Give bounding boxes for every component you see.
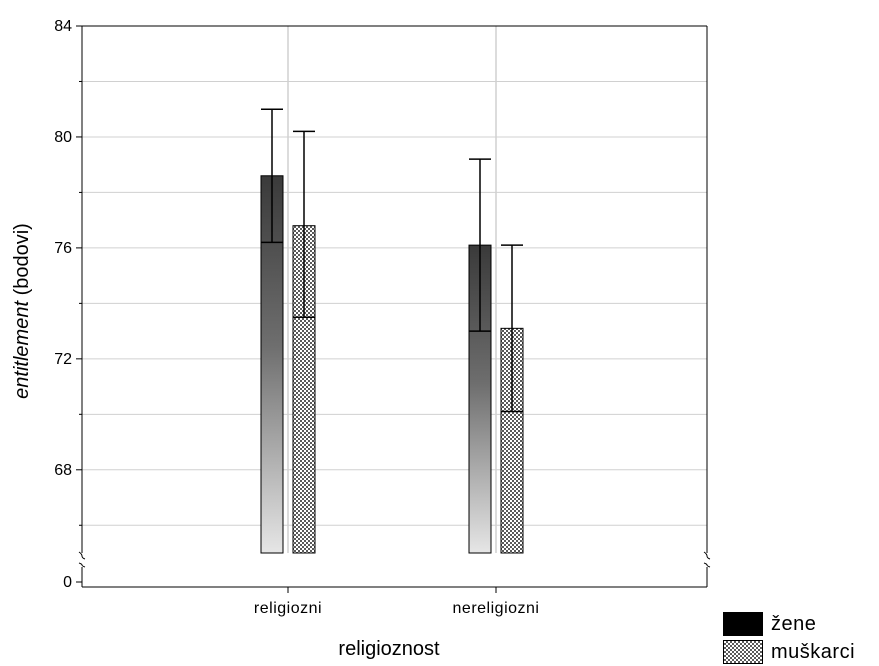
y-tick-label: 84 bbox=[54, 18, 72, 35]
legend: žene muškarci bbox=[723, 610, 855, 666]
legend-label-muskarci: muškarci bbox=[771, 640, 856, 663]
legend-swatch-muskarci bbox=[723, 640, 763, 664]
legend-item-muskarci: muškarci bbox=[723, 638, 855, 666]
y-axis-title-normal: (bodovi) bbox=[11, 223, 33, 301]
y-tick-label: 68 bbox=[54, 462, 72, 479]
y-tick-label: 76 bbox=[54, 240, 72, 257]
axis-break-mark bbox=[703, 551, 711, 560]
axis-break-mark bbox=[78, 551, 86, 560]
legend-swatch-zene bbox=[723, 612, 763, 636]
y-tick-label: 72 bbox=[54, 351, 72, 368]
y-tick-label: 80 bbox=[54, 129, 72, 146]
x-axis-title: religioznost bbox=[338, 638, 440, 660]
legend-item-zene: žene bbox=[723, 610, 855, 638]
bars bbox=[260, 175, 524, 554]
y-tick-label: 0 bbox=[63, 574, 72, 591]
error-bars bbox=[261, 108, 523, 413]
legend-label-zene: žene bbox=[771, 612, 817, 635]
axes bbox=[76, 25, 711, 593]
x-tick-label: nereligiozni bbox=[453, 600, 540, 617]
y-axis-title-italic: entitlement bbox=[11, 300, 33, 399]
x-tick-label: religiozni bbox=[254, 600, 322, 617]
axis-break-mark bbox=[703, 562, 711, 568]
labels: 0 68 72 76 80 84 religiozni nereligiozni bbox=[54, 18, 539, 617]
y-axis-title: entitlement (bodovi) bbox=[11, 223, 33, 399]
axis-break-mark bbox=[78, 562, 86, 568]
gridlines bbox=[82, 25, 707, 553]
